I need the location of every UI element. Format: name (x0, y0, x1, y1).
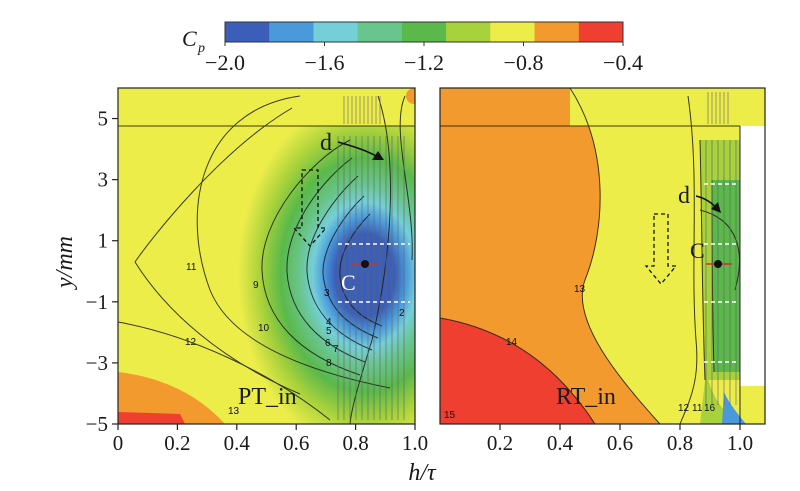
iso-label: 7 (333, 344, 339, 355)
colorbar-swatches (225, 22, 624, 42)
iso-label: 12 (678, 403, 690, 414)
iso-label: 3 (324, 288, 330, 299)
y-tick-label: −3 (86, 351, 108, 375)
colorbar-swatch (446, 22, 491, 42)
iso-label: 13 (228, 406, 240, 417)
iso-label: 11 (186, 262, 197, 273)
x-tick-label: 0.2 (164, 431, 190, 455)
flow-arrow-dashed (644, 213, 678, 286)
x-tick-label: 0 (113, 431, 124, 455)
colorbar: C p −2.0 −1.6 −1.2 −0.8 −0.4 (182, 21, 643, 75)
iso-label: 5 (326, 326, 332, 337)
colorbar-title-subscript: p (197, 41, 205, 56)
colorbar-ticks: −2.0 −1.6 −1.2 −0.8 −0.4 (205, 42, 643, 75)
point-c-label-rt: C (690, 238, 705, 263)
colorbar-swatch (401, 22, 447, 42)
x-tick-label: 1.0 (727, 431, 753, 455)
colorbar-tick-label: −1.2 (404, 50, 444, 75)
iso-label: 13 (574, 284, 586, 295)
iso-label: 12 (185, 337, 197, 348)
y-tick-label: −5 (86, 412, 108, 436)
y-axis-title: y/mm (52, 236, 78, 290)
panel-label-rt-in: RT_in (556, 384, 616, 410)
x-tick-label: 0.4 (547, 431, 574, 455)
x-axis-title: h/τ (408, 460, 437, 486)
y-axis: 5 3 1 −1 −3 −5 (86, 107, 118, 436)
colorbar-swatch (534, 22, 580, 42)
x-tick-label: 0.4 (224, 431, 251, 455)
panel-label-pt-in: PT_in (238, 384, 297, 410)
x-tick-label: 1.0 (402, 431, 428, 455)
panel-rt-in-frame (439, 87, 766, 425)
x-axis-right: 0.2 0.4 0.6 0.8 1.0 (487, 424, 753, 455)
colorbar-tick-label: −0.4 (603, 50, 643, 75)
d-arrowhead (372, 151, 384, 160)
colorbar-tick-label: −0.8 (504, 50, 544, 75)
x-axis-left: 0 0.2 0.4 0.6 0.8 1.0 (113, 424, 428, 455)
colorbar-title: C (182, 26, 197, 51)
point-c-pt (361, 260, 369, 268)
panel-pt-in-frame (117, 87, 416, 425)
iso-label: 14 (506, 337, 518, 348)
colorbar-swatch (269, 22, 314, 42)
x-tick-label: 0.6 (607, 431, 633, 455)
panel-rt-in: d C 13 14 15 12 11 16 RT_in (439, 87, 766, 425)
x-tick-label: 0.2 (487, 431, 513, 455)
y-tick-label: 3 (98, 168, 109, 192)
iso-label: 11 (692, 403, 703, 414)
colorbar-swatch (578, 22, 624, 42)
d-label-rt: d (678, 183, 690, 209)
colorbar-swatch (313, 22, 359, 42)
y-tick-label: −1 (86, 290, 108, 314)
point-c-rt (714, 260, 722, 268)
y-tick-label: 1 (98, 229, 109, 253)
d-label-pt: d (320, 130, 332, 156)
flow-arrow-dashed (292, 169, 328, 247)
colorbar-swatch (490, 22, 536, 42)
point-c-label-pt: C (341, 270, 356, 295)
colorbar-swatch (357, 22, 403, 42)
colorbar-tick-label: −1.6 (305, 50, 345, 75)
iso-label: 9 (253, 280, 259, 291)
y-tick-label: 5 (98, 107, 109, 131)
iso-label: 15 (444, 410, 456, 421)
iso-label: 6 (325, 338, 331, 349)
x-tick-label: 0.8 (667, 431, 693, 455)
x-tick-label: 0.6 (283, 431, 309, 455)
d-arrowhead (711, 202, 721, 213)
colorbar-swatch (225, 22, 270, 42)
iso-label: 2 (399, 308, 405, 319)
panel-pt-in: d C 11 12 9 10 3 4 5 6 7 8 2 13 PT_in (117, 87, 416, 425)
iso-label: 4 (326, 317, 332, 328)
iso-label: 16 (704, 403, 716, 414)
iso-label: 10 (258, 323, 270, 334)
x-tick-label: 0.8 (342, 431, 368, 455)
colorbar-tick-label: −2.0 (205, 50, 245, 75)
iso-label: 8 (326, 358, 332, 369)
